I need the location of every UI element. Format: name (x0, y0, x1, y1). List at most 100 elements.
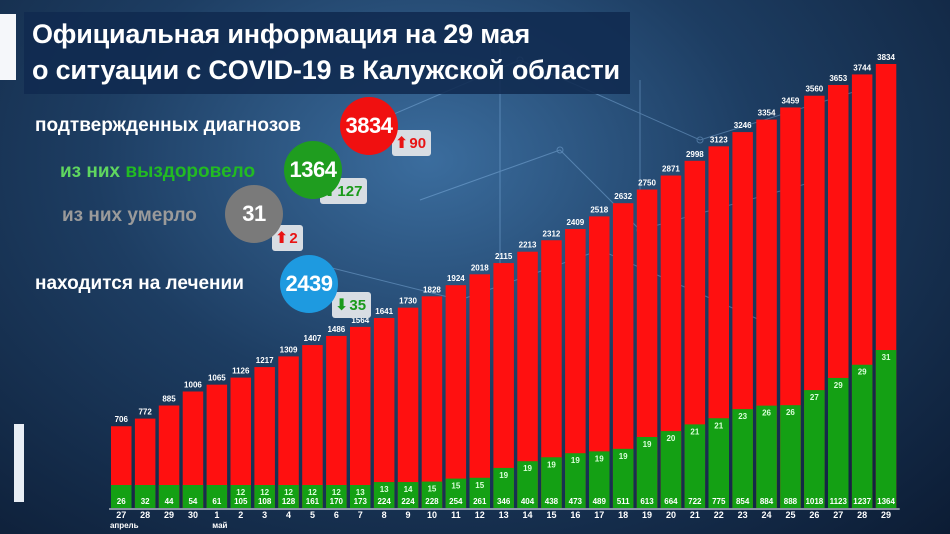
bar-recovered (111, 485, 132, 508)
stat-died-label: из них умерло (62, 205, 197, 226)
bar-total-label: 1126 (232, 367, 250, 376)
bar-died-label: 12 (308, 488, 317, 497)
bar-total-label: 3560 (805, 85, 823, 94)
bar-total (182, 391, 204, 508)
stat-treated-value: 2439 (280, 255, 338, 313)
bar-total (565, 229, 586, 508)
stat-recovered-label-prefix: из них (60, 161, 126, 182)
bar-recovered-label: 32 (141, 497, 150, 506)
bar-recovered-label: 254 (449, 497, 463, 506)
x-tick-label: 7 (358, 510, 363, 520)
bar-recovered-label: 404 (521, 497, 535, 506)
bar-recovered (469, 477, 490, 508)
x-tick-label: 11 (451, 510, 461, 520)
x-tick-label: 30 (188, 510, 198, 520)
bar-recovered-label: 1123 (830, 497, 848, 506)
x-tick-label: 14 (523, 510, 533, 520)
bar-recovered (780, 405, 801, 508)
x-tick-label: 15 (546, 510, 556, 520)
bar-recovered-label: 1018 (805, 497, 823, 506)
bar-total-label: 1828 (423, 285, 441, 294)
bar-total-label: 2018 (471, 263, 489, 272)
bar-total-label: 3834 (877, 53, 895, 62)
x-tick-label: 21 (690, 510, 700, 520)
bar-recovered-label: 224 (377, 497, 391, 506)
bar-recovered-label: 775 (712, 497, 726, 506)
bar-recovered-label: 108 (258, 497, 272, 506)
bar-recovered (612, 448, 634, 508)
bar-recovered (421, 481, 443, 508)
bar-recovered (182, 485, 204, 508)
bar-died-label: 15 (451, 482, 460, 491)
bar-total (350, 326, 371, 508)
bar-died-label: 23 (738, 412, 747, 421)
x-tick-label: 29 (164, 510, 174, 520)
x-tick-label: 1 (214, 510, 219, 520)
stat-confirmed-label: подтвержденных диагнозов (35, 115, 301, 136)
bar-recovered (851, 364, 873, 508)
bar-died-label: 19 (523, 464, 532, 473)
x-tick-label: 28 (857, 510, 867, 520)
bar-recovered (254, 485, 275, 508)
bar-recovered (804, 390, 825, 508)
bar-recovered-label: 438 (545, 497, 559, 506)
bar-total-label: 1486 (327, 325, 345, 334)
bar-total (302, 345, 323, 508)
bar-recovered-label: 613 (640, 497, 654, 506)
bar-recovered (565, 453, 586, 508)
title-line-1: Официальная информация на 29 мая (32, 19, 531, 49)
bar-total (158, 405, 180, 508)
bar-died-label: 26 (762, 409, 771, 418)
x-tick-label: 18 (618, 510, 628, 520)
bar-recovered-label: 664 (664, 497, 678, 506)
bar-recovered (302, 485, 323, 508)
bar-total (230, 377, 251, 508)
month-label: май (212, 521, 227, 530)
bar-total-label: 1641 (375, 307, 393, 316)
bar-recovered (708, 418, 729, 508)
bar-total (541, 240, 562, 508)
stat-treated-label: находится на лечении (35, 273, 244, 294)
bar-recovered-label: 854 (736, 497, 750, 506)
x-tick-label: 20 (666, 510, 676, 520)
stat-confirmed-delta: ⬆ 90 (392, 130, 432, 156)
stat-confirmed-delta-value: 90 (409, 134, 427, 152)
bar-recovered (445, 478, 467, 508)
bar-recovered (732, 409, 753, 508)
x-tick-label: 19 (642, 510, 652, 520)
bar-recovered-label: 26 (117, 497, 126, 506)
x-tick-label: 5 (310, 510, 315, 520)
bar-total (636, 189, 658, 509)
x-tick-label: 28 (140, 510, 150, 520)
bar-died-label: 20 (666, 434, 675, 443)
bar-died-label: 12 (260, 488, 269, 497)
bar-recovered-label: 884 (760, 497, 774, 506)
x-tick-label: 9 (406, 510, 411, 520)
x-tick-label: 6 (334, 510, 339, 520)
bar-recovered (660, 431, 682, 508)
x-tick-label: 12 (475, 510, 485, 520)
x-tick-label: 16 (570, 510, 580, 520)
bar-total (517, 251, 538, 508)
bar-died-label: 15 (475, 481, 484, 490)
bar-total-label: 2998 (686, 150, 704, 159)
bar-recovered (756, 405, 777, 508)
bar-died-label: 12 (236, 488, 245, 497)
bar-total (612, 203, 634, 509)
bar-total-label: 2213 (519, 241, 537, 250)
x-tick-label: 29 (881, 510, 891, 520)
bar-died-label: 15 (427, 485, 436, 494)
bar-total-label: 1564 (351, 316, 369, 325)
bar-total-label: 1065 (208, 374, 226, 383)
bar-recovered (278, 485, 299, 508)
bar-died-label: 19 (595, 454, 604, 463)
bar-died-label: 14 (404, 485, 413, 494)
bar-total (206, 384, 228, 508)
bar-total-label: 3653 (829, 74, 847, 83)
x-tick-label: 8 (382, 510, 387, 520)
bar-recovered (158, 485, 180, 508)
x-tick-label: 3 (262, 510, 267, 520)
x-tick-label: 4 (286, 510, 291, 520)
bar-recovered (206, 485, 228, 508)
